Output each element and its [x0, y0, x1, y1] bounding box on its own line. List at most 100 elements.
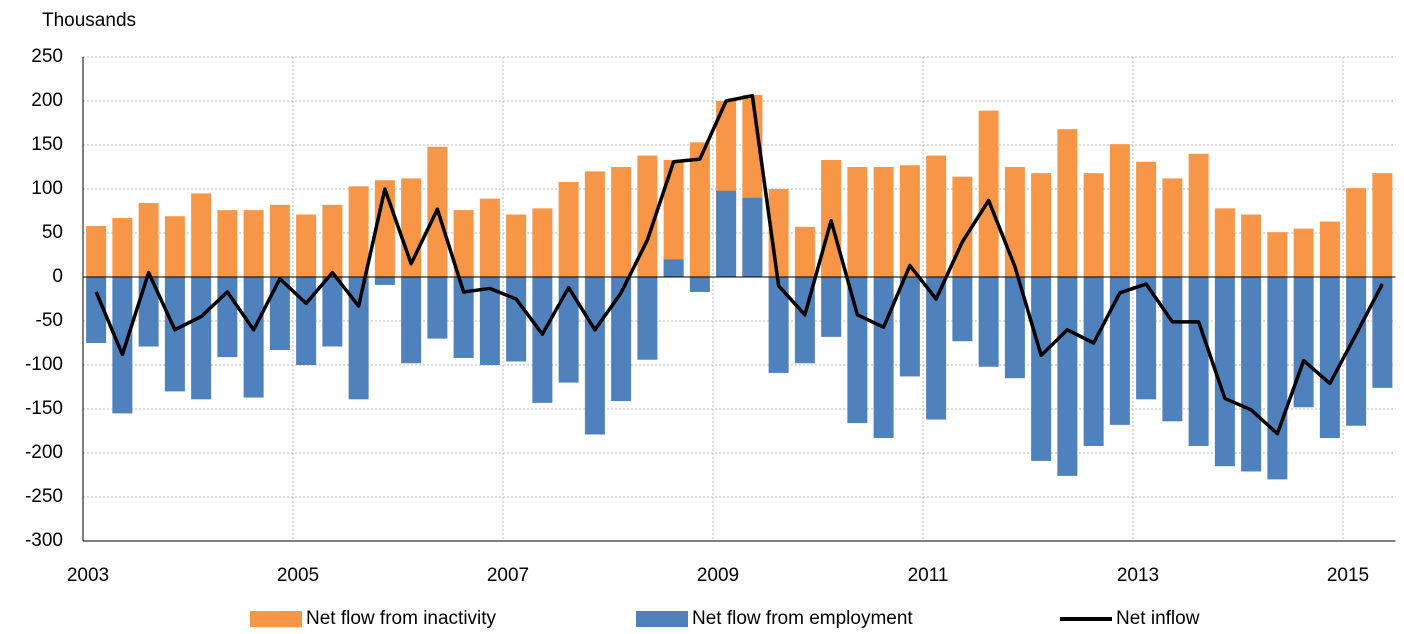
bar	[1241, 277, 1262, 472]
bar	[243, 277, 264, 398]
bar	[978, 277, 999, 367]
x-tick-label: 2007	[487, 565, 529, 586]
bar	[1057, 129, 1078, 277]
bar	[164, 277, 185, 392]
bar	[1293, 228, 1314, 277]
y-tick-label: 150	[31, 134, 63, 155]
bar	[1372, 173, 1393, 277]
bar	[584, 277, 605, 435]
x-tick-label: 2005	[277, 565, 319, 586]
bar	[532, 208, 553, 277]
bar	[847, 277, 868, 424]
bar	[269, 204, 290, 277]
line	[94, 93, 1384, 436]
legend-label: Net flow from inactivity	[306, 608, 497, 629]
bar	[926, 277, 947, 420]
y-tick-label: 50	[42, 222, 63, 243]
bar	[506, 277, 527, 362]
bar	[1031, 277, 1052, 461]
bar	[191, 277, 212, 400]
y-tick-label: -300	[25, 530, 63, 551]
bar	[138, 277, 159, 347]
bar	[873, 277, 894, 439]
y-tick-label: 0	[52, 266, 63, 287]
bar	[1188, 277, 1209, 446]
bar	[558, 181, 579, 277]
bar	[1004, 167, 1025, 277]
bar	[1319, 277, 1340, 439]
y-tick-label: 200	[31, 90, 63, 111]
y-tick-label: 100	[31, 178, 63, 199]
bar	[1214, 208, 1235, 277]
y-axis-label: Thousands	[42, 10, 136, 31]
bar	[348, 277, 369, 400]
bar	[873, 167, 894, 277]
bar	[637, 277, 658, 360]
legend-swatch	[636, 611, 688, 627]
bar	[1083, 173, 1104, 277]
bar	[1319, 221, 1340, 277]
bar	[1188, 153, 1209, 277]
bar	[689, 142, 710, 277]
y-tick-label: -200	[25, 442, 63, 463]
bar	[191, 193, 212, 277]
bar	[374, 277, 395, 285]
x-tick-label: 2011	[908, 565, 949, 586]
bar	[1083, 277, 1104, 446]
bar	[1136, 277, 1157, 400]
bar	[584, 171, 605, 277]
y-tick-label: -100	[25, 354, 63, 375]
bar	[663, 159, 684, 277]
bar	[1267, 277, 1288, 480]
x-tick-label: 2009	[697, 565, 739, 586]
bar	[322, 277, 343, 347]
bar	[86, 225, 107, 277]
x-tick-label: 2003	[67, 565, 109, 586]
bar	[742, 197, 763, 277]
bar	[1241, 214, 1262, 277]
bar	[1267, 232, 1288, 277]
bar	[1293, 277, 1314, 408]
bar	[768, 277, 789, 373]
bar	[1109, 277, 1130, 425]
x-tick-label: 2013	[1117, 565, 1159, 586]
bar	[1109, 144, 1130, 277]
bar	[1162, 277, 1183, 422]
bar	[1004, 277, 1025, 379]
bar	[217, 210, 238, 277]
bar	[952, 176, 973, 277]
bar	[138, 203, 159, 277]
bar	[112, 218, 133, 277]
bar	[1346, 188, 1367, 277]
bar	[611, 167, 632, 277]
legend-swatch	[250, 611, 302, 627]
bar	[296, 214, 317, 277]
bar	[978, 110, 999, 278]
y-tick-label: 250	[31, 46, 63, 67]
bar	[716, 190, 737, 277]
bar	[479, 277, 500, 365]
bar	[1214, 277, 1235, 467]
bar	[1057, 277, 1078, 476]
y-tick-label: -250	[25, 486, 63, 507]
bar	[899, 277, 920, 377]
bar	[847, 167, 868, 277]
bar	[952, 277, 973, 342]
bar	[506, 214, 527, 277]
bar	[926, 155, 947, 277]
bar	[479, 198, 500, 277]
bar	[532, 277, 553, 403]
bar	[558, 277, 579, 383]
bar	[1346, 277, 1367, 426]
bar	[348, 186, 369, 277]
bar	[663, 259, 684, 277]
bar	[1372, 277, 1393, 388]
legend-label: Net flow from employment	[692, 608, 913, 629]
legend-label: Net inflow	[1116, 608, 1200, 629]
bar	[1136, 161, 1157, 277]
bar	[427, 277, 448, 339]
bar	[689, 277, 710, 292]
bar	[86, 277, 107, 343]
bar	[899, 165, 920, 277]
